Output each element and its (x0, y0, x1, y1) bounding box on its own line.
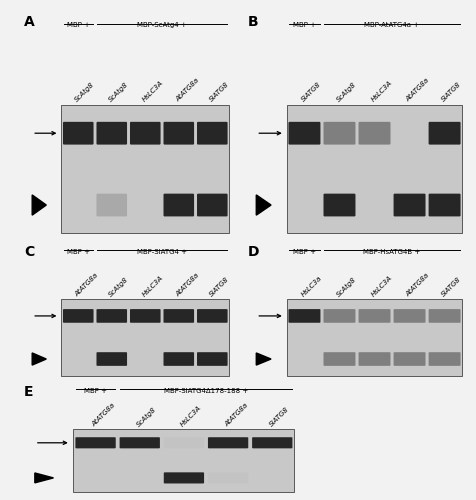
Polygon shape (32, 195, 46, 215)
Text: HsLC3A: HsLC3A (370, 80, 394, 103)
Polygon shape (35, 473, 53, 483)
Text: ScAtg8: ScAtg8 (74, 81, 96, 103)
Text: ScAtg8: ScAtg8 (335, 276, 357, 297)
FancyBboxPatch shape (394, 352, 426, 366)
FancyBboxPatch shape (163, 309, 194, 323)
FancyBboxPatch shape (324, 122, 356, 144)
FancyBboxPatch shape (63, 309, 94, 323)
FancyBboxPatch shape (75, 437, 116, 448)
FancyBboxPatch shape (164, 472, 204, 484)
Text: B: B (248, 15, 258, 29)
Text: ScAtg8: ScAtg8 (108, 276, 129, 297)
Polygon shape (256, 353, 271, 365)
Text: ScAtg8: ScAtg8 (136, 406, 158, 428)
FancyBboxPatch shape (163, 194, 194, 216)
Polygon shape (256, 195, 271, 215)
Text: SlATG8: SlATG8 (300, 81, 322, 103)
Text: MBP +: MBP + (67, 249, 90, 255)
Text: E: E (24, 385, 33, 399)
FancyBboxPatch shape (197, 309, 228, 323)
Text: ScAtg8: ScAtg8 (335, 81, 357, 103)
Text: A: A (24, 15, 35, 29)
FancyBboxPatch shape (163, 122, 194, 144)
Text: MBP-HsATG4B +: MBP-HsATG4B + (363, 249, 421, 255)
Text: MBP +: MBP + (84, 388, 107, 394)
Text: AtATG8a: AtATG8a (175, 77, 200, 103)
FancyBboxPatch shape (394, 309, 426, 323)
Text: D: D (248, 245, 259, 259)
FancyBboxPatch shape (324, 309, 356, 323)
Text: SlATG8: SlATG8 (440, 276, 462, 297)
FancyBboxPatch shape (163, 352, 194, 366)
FancyBboxPatch shape (288, 309, 320, 323)
FancyBboxPatch shape (130, 122, 160, 144)
FancyBboxPatch shape (394, 194, 426, 216)
Text: AtATG8a: AtATG8a (91, 402, 117, 428)
FancyBboxPatch shape (358, 122, 390, 144)
Text: AtATG8a: AtATG8a (405, 272, 431, 297)
FancyBboxPatch shape (358, 309, 390, 323)
FancyBboxPatch shape (97, 352, 127, 366)
FancyBboxPatch shape (197, 352, 228, 366)
FancyBboxPatch shape (428, 309, 461, 323)
Text: SlATG8: SlATG8 (208, 276, 230, 297)
Text: MBP-SlATG4 +: MBP-SlATG4 + (137, 249, 187, 255)
Text: AtATG8a: AtATG8a (224, 402, 249, 428)
Text: ScAtg8: ScAtg8 (108, 81, 129, 103)
Text: MBP +: MBP + (293, 22, 316, 28)
Text: HsLC3A: HsLC3A (370, 274, 394, 297)
Text: AtATG8a: AtATG8a (175, 272, 200, 297)
Text: SlATG8: SlATG8 (268, 406, 290, 428)
Text: MBP +: MBP + (67, 22, 90, 28)
FancyBboxPatch shape (63, 122, 94, 144)
Polygon shape (32, 353, 46, 365)
FancyBboxPatch shape (428, 352, 461, 366)
FancyBboxPatch shape (61, 105, 229, 233)
Text: AtATG8a: AtATG8a (405, 77, 431, 103)
FancyBboxPatch shape (208, 472, 248, 484)
Text: HsLC3A: HsLC3A (179, 404, 203, 428)
FancyBboxPatch shape (73, 429, 294, 492)
FancyBboxPatch shape (197, 194, 228, 216)
Text: HsLC3A: HsLC3A (141, 274, 164, 297)
FancyBboxPatch shape (197, 122, 228, 144)
FancyBboxPatch shape (287, 299, 462, 376)
Text: HsLC3a: HsLC3a (300, 275, 323, 297)
FancyBboxPatch shape (130, 309, 160, 323)
Text: AtATG8a: AtATG8a (74, 272, 99, 297)
Text: MBP-ScAtg4 +: MBP-ScAtg4 + (137, 22, 187, 28)
Text: SlATG8: SlATG8 (440, 81, 462, 103)
Text: C: C (24, 245, 34, 259)
Text: HsLC3A: HsLC3A (141, 80, 164, 103)
FancyBboxPatch shape (324, 352, 356, 366)
FancyBboxPatch shape (288, 122, 320, 144)
FancyBboxPatch shape (119, 437, 160, 448)
FancyBboxPatch shape (97, 309, 127, 323)
Text: SlATG8: SlATG8 (208, 81, 230, 103)
Text: MBP +: MBP + (293, 249, 316, 255)
FancyBboxPatch shape (428, 194, 461, 216)
FancyBboxPatch shape (97, 122, 127, 144)
FancyBboxPatch shape (358, 352, 390, 366)
FancyBboxPatch shape (164, 437, 204, 448)
Text: MBP-SlATG4Δ178-188 +: MBP-SlATG4Δ178-188 + (164, 388, 248, 394)
FancyBboxPatch shape (208, 437, 248, 448)
FancyBboxPatch shape (324, 194, 356, 216)
FancyBboxPatch shape (252, 437, 292, 448)
FancyBboxPatch shape (61, 299, 229, 376)
FancyBboxPatch shape (287, 105, 462, 233)
FancyBboxPatch shape (428, 122, 461, 144)
Text: MBP-AtATG4a +: MBP-AtATG4a + (365, 22, 420, 28)
FancyBboxPatch shape (97, 194, 127, 216)
